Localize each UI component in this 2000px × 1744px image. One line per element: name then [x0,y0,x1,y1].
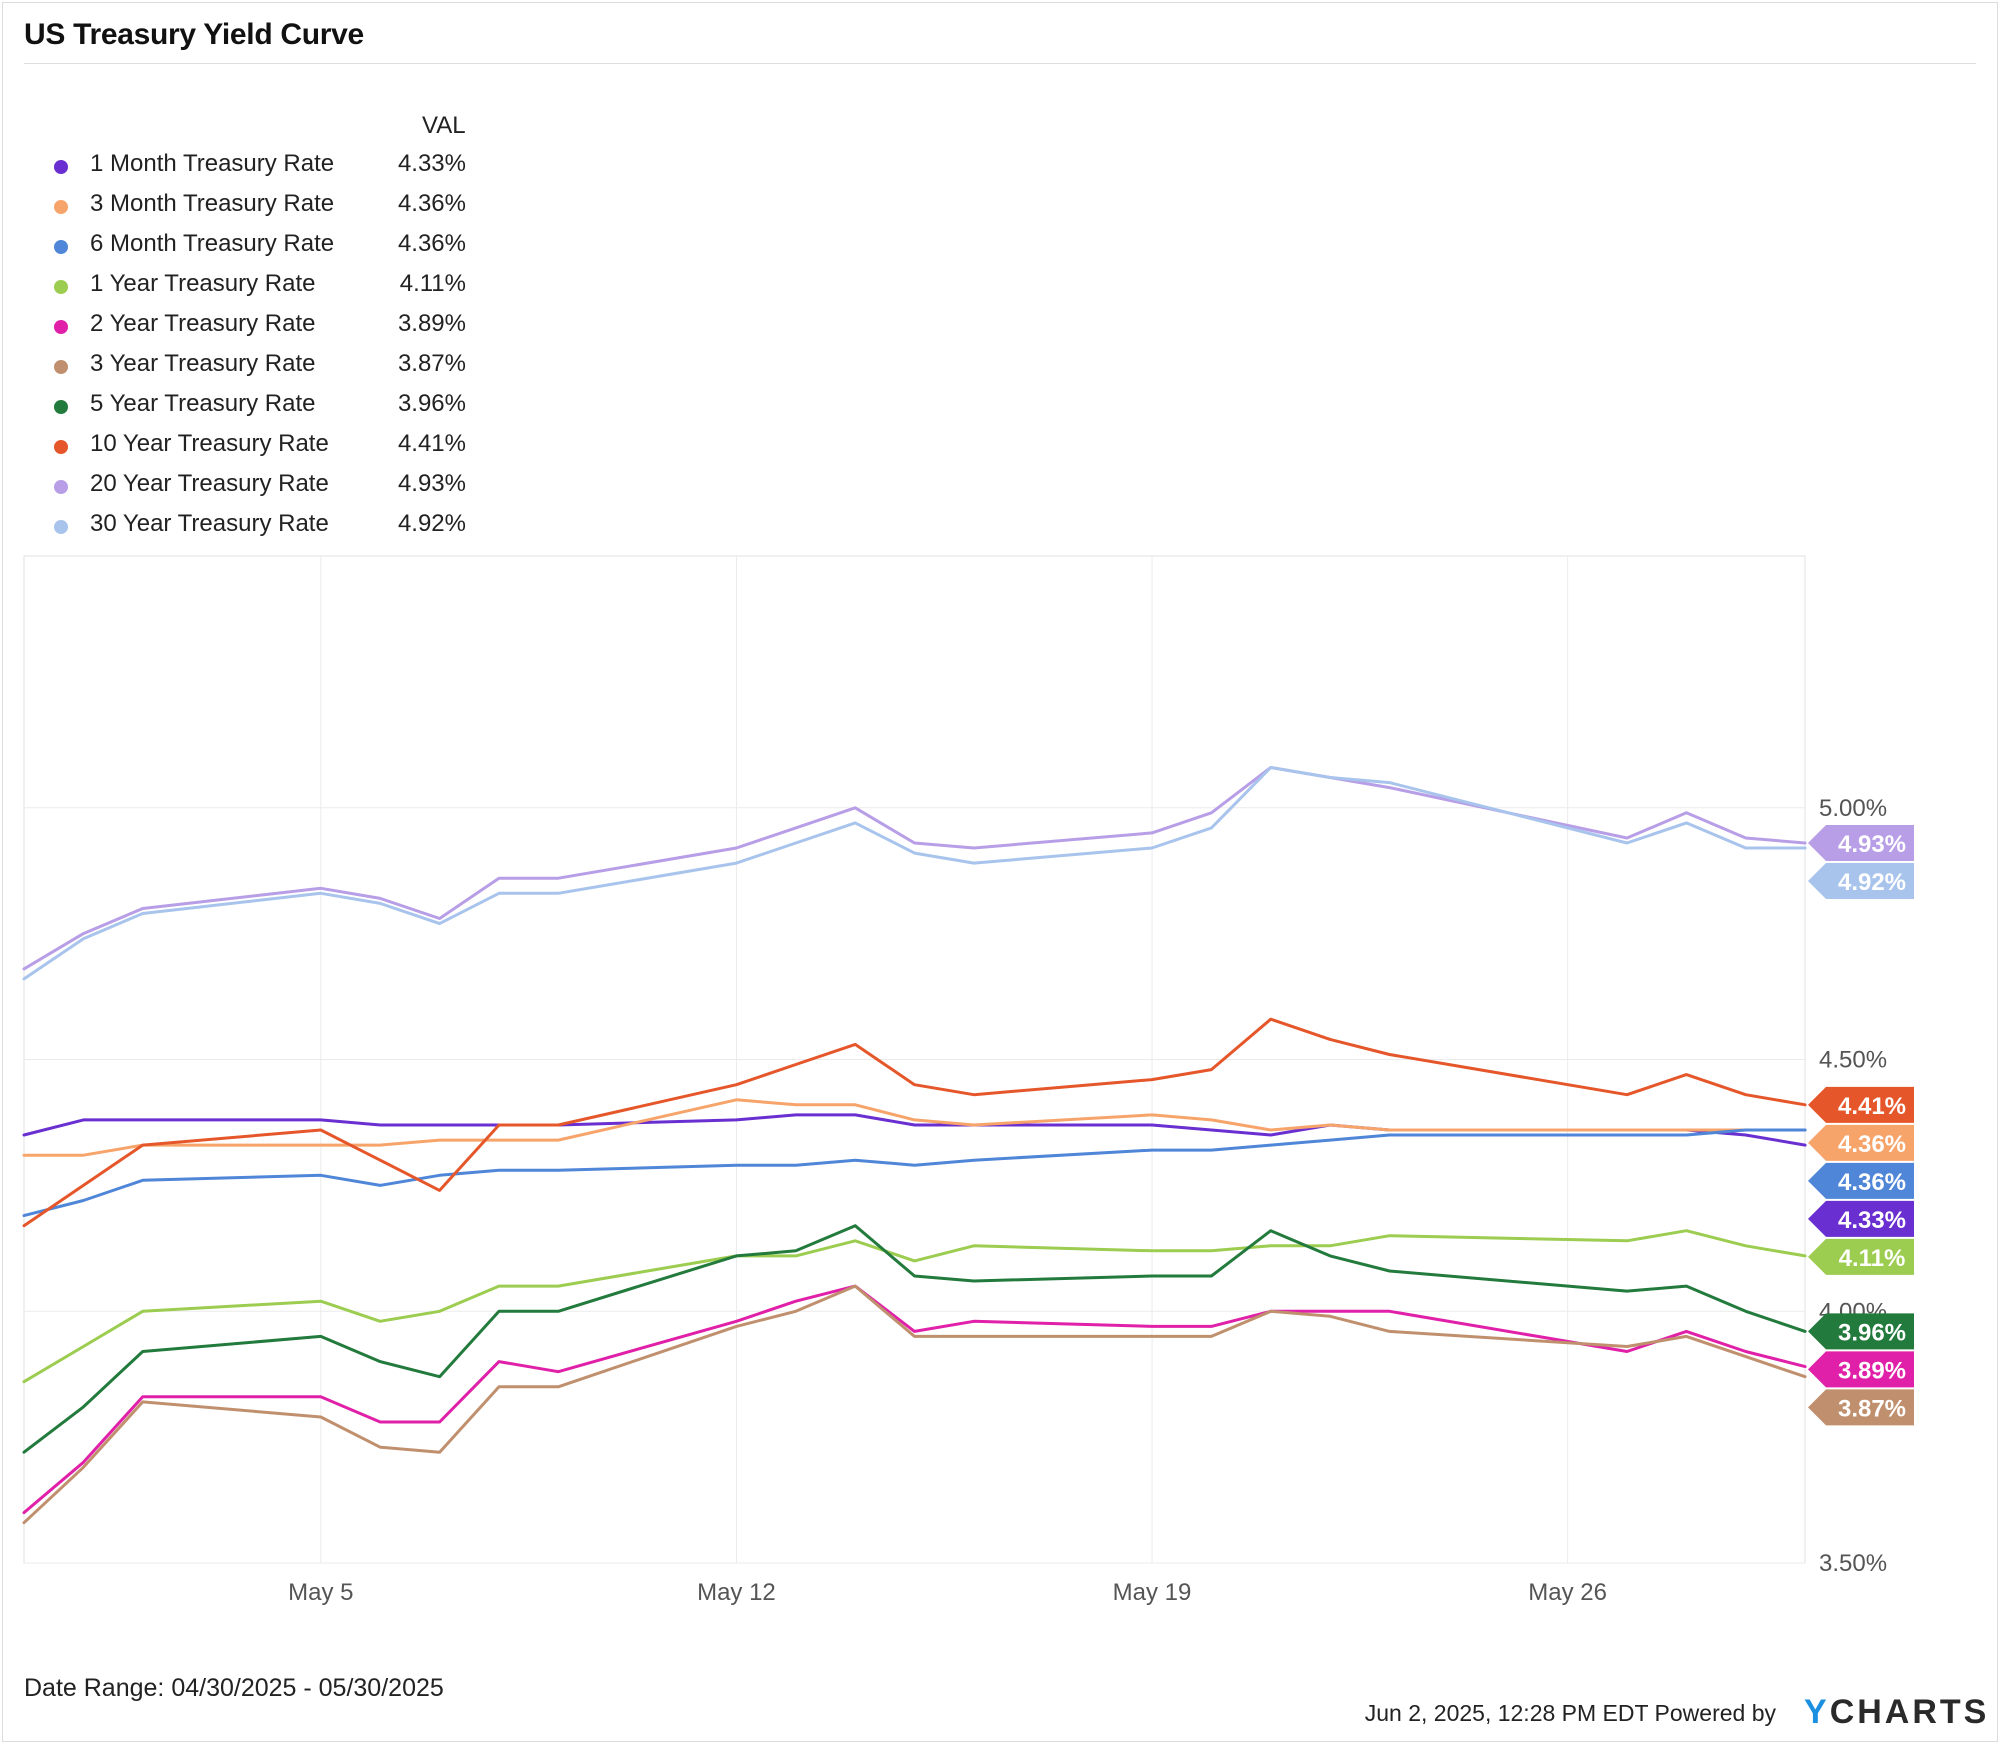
end-value-label: 4.11% [1839,1245,1906,1272]
legend-series-name: 1 Month Treasury Rate [90,150,335,177]
legend-marker [54,360,68,374]
end-value-tag [1808,1162,1914,1199]
legend-series-value: 4.36% [397,190,466,217]
series-line [22,1017,1807,1228]
series-line [22,1224,1807,1454]
x-tick-label: May 5 [288,1579,353,1606]
x-tick-label: May 19 [1113,1579,1192,1606]
end-value-tag [1808,862,1914,899]
series-line [22,1128,1807,1218]
series-line [22,1098,1807,1157]
legend-item[interactable]: 3 Year Treasury Rate 3.87% [0,350,600,386]
end-value-label: 4.36% [1838,1169,1906,1196]
legend-series-name: 3 Month Treasury Rate [90,190,335,217]
end-value-label: 3.87% [1838,1395,1906,1422]
end-value-label: 4.41% [1838,1093,1906,1120]
end-value-tag [1808,824,1914,861]
legend-series-value: 4.41% [397,430,466,457]
date-range: Date Range: 04/30/2025 - 05/30/2025 [24,1674,444,1702]
legend-series-value: 3.87% [397,350,466,377]
legend-marker [54,240,68,254]
legend-series-name: 30 Year Treasury Rate [90,510,329,537]
legend-series-value: 3.89% [397,310,466,337]
end-value-tag [1808,1351,1914,1388]
legend-item[interactable]: 6 Month Treasury Rate 4.36% [0,230,600,266]
series-line [22,1284,1807,1515]
legend-series-name: 20 Year Treasury Rate [90,470,329,497]
series-line [22,766,1807,971]
chart-title: US Treasury Yield Curve [24,18,364,51]
legend-series-name: 10 Year Treasury Rate [90,430,329,457]
legend-marker [54,400,68,414]
footer-timestamp: Jun 2, 2025, 12:28 PM EDT Powered by [1364,1700,1776,1726]
legend-marker [54,320,68,334]
legend-series-value: 4.11% [399,270,466,297]
legend-series-value: 4.36% [397,230,466,257]
logo-rest: CHARTS [1829,1693,1990,1731]
legend-series-value: 4.33% [397,150,466,177]
legend-series-name: 3 Year Treasury Rate [90,350,316,377]
x-tick-label: May 26 [1528,1579,1607,1606]
end-value-tag [1808,1124,1914,1161]
series-line [22,1284,1807,1525]
legend-item[interactable]: 1 Year Treasury Rate 4.11% [0,270,600,306]
title-divider [24,63,1976,64]
end-value-label: 4.33% [1838,1207,1906,1234]
legend-item[interactable]: 1 Month Treasury Rate 4.33% [0,150,600,186]
legend-series-value: 4.93% [397,470,466,497]
legend: VAL 1 Month Treasury Rate 4.33% 3 Month Tr… [0,0,600,560]
x-tick-label: May 12 [697,1579,776,1606]
end-value-label: 4.92% [1838,869,1906,896]
end-value-tag [1808,1313,1914,1350]
end-value-label: 4.93% [1838,831,1906,858]
legend-header: VAL [422,112,466,139]
legend-item[interactable]: 5 Year Treasury Rate 3.96% [0,390,600,426]
legend-marker [54,200,68,214]
legend-item[interactable]: 30 Year Treasury Rate 4.92% [0,510,600,546]
legend-item[interactable]: 2 Year Treasury Rate 3.89% [0,310,600,346]
legend-series-value: 4.92% [397,510,466,537]
end-value-label: 3.89% [1838,1357,1906,1384]
ycharts-logo[interactable]: YCHARTS [1804,1693,1989,1732]
legend-item[interactable]: 20 Year Treasury Rate 4.93% [0,470,600,506]
legend-series-name: 2 Year Treasury Rate [90,310,316,337]
end-value-label: 4.36% [1838,1131,1906,1158]
legend-marker [54,520,68,534]
end-value-tag [1808,1086,1914,1123]
y-tick-label: 3.50% [1819,1550,1887,1577]
legend-series-name: 6 Month Treasury Rate [90,230,335,257]
legend-item[interactable]: 10 Year Treasury Rate 4.41% [0,430,600,466]
end-value-tag [1808,1389,1914,1426]
end-value-tag [1808,1200,1914,1237]
y-tick-label: 5.00% [1819,795,1887,822]
y-tick-label: 4.50% [1819,1047,1887,1074]
legend-marker [54,160,68,174]
legend-marker [54,440,68,454]
legend-series-value: 3.96% [397,390,466,417]
end-value-label: 3.96% [1838,1319,1906,1346]
legend-series-name: 1 Year Treasury Rate [90,270,316,297]
legend-marker [54,280,68,294]
legend-item[interactable]: 3 Month Treasury Rate 4.36% [0,190,600,226]
logo-y: Y [1804,1693,1830,1731]
series-line [22,766,1807,981]
legend-marker [54,480,68,494]
legend-series-name: 5 Year Treasury Rate [90,390,316,417]
series-line [22,1229,1807,1384]
end-value-tag [1808,1238,1914,1275]
